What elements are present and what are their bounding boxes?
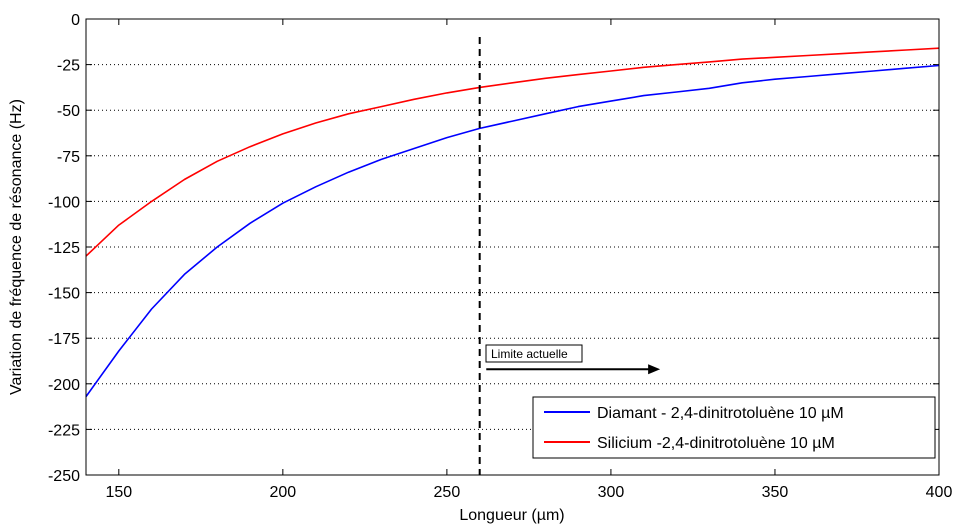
- y-tick-label: -25: [57, 58, 80, 75]
- x-tick-label: 250: [434, 484, 461, 501]
- legend-label-silicium: Silicium -2,4-dinitrotoluène 10 µM: [597, 435, 835, 452]
- annotation-text: Limite actuelle: [491, 347, 568, 361]
- y-tick-label: -250: [48, 468, 80, 485]
- x-tick-label: 350: [762, 484, 789, 501]
- y-tick-label: -50: [57, 103, 80, 120]
- arrow-head-icon: [648, 364, 661, 375]
- x-tick-label: 400: [926, 484, 953, 501]
- x-tick-labels: 150 200 250 300 350 400: [105, 484, 952, 501]
- y-tick-label: -100: [48, 194, 80, 211]
- annotation-box: [485, 344, 583, 363]
- legend-label-diamant: Diamant - 2,4-dinitrotoluène 10 µM: [597, 405, 844, 422]
- x-tick-label: 300: [598, 484, 625, 501]
- x-tick-label: 150: [105, 484, 132, 501]
- series-line-silicium: [85, 47, 940, 257]
- y-tick-label: -200: [48, 377, 80, 394]
- series-lines: [85, 47, 940, 398]
- y-tick-label: -225: [48, 422, 80, 439]
- y-tick-label: -75: [57, 149, 80, 166]
- y-tick-label: -150: [48, 286, 80, 303]
- y-tick-labels: 0 -25 -50 -75 -100 -125 -150 -175 -200 -225 -250: [48, 12, 80, 485]
- y-tick-label: -175: [48, 331, 80, 348]
- y-tick-label: 0: [71, 12, 80, 29]
- x-axis-label: Longueur (µm): [459, 507, 564, 524]
- annotation: Limite actuelle: [485, 344, 661, 375]
- y-tick-label: -125: [48, 240, 80, 257]
- series-line-diamant: [85, 64, 940, 398]
- legend: Diamant - 2,4-dinitrotoluène 10 µM Silic…: [532, 396, 936, 459]
- x-tick-label: 200: [269, 484, 296, 501]
- legend-box: [532, 396, 936, 459]
- y-axis-label: Variation de fréquence de résonance (Hz): [8, 99, 25, 395]
- plot-frame: [85, 18, 940, 476]
